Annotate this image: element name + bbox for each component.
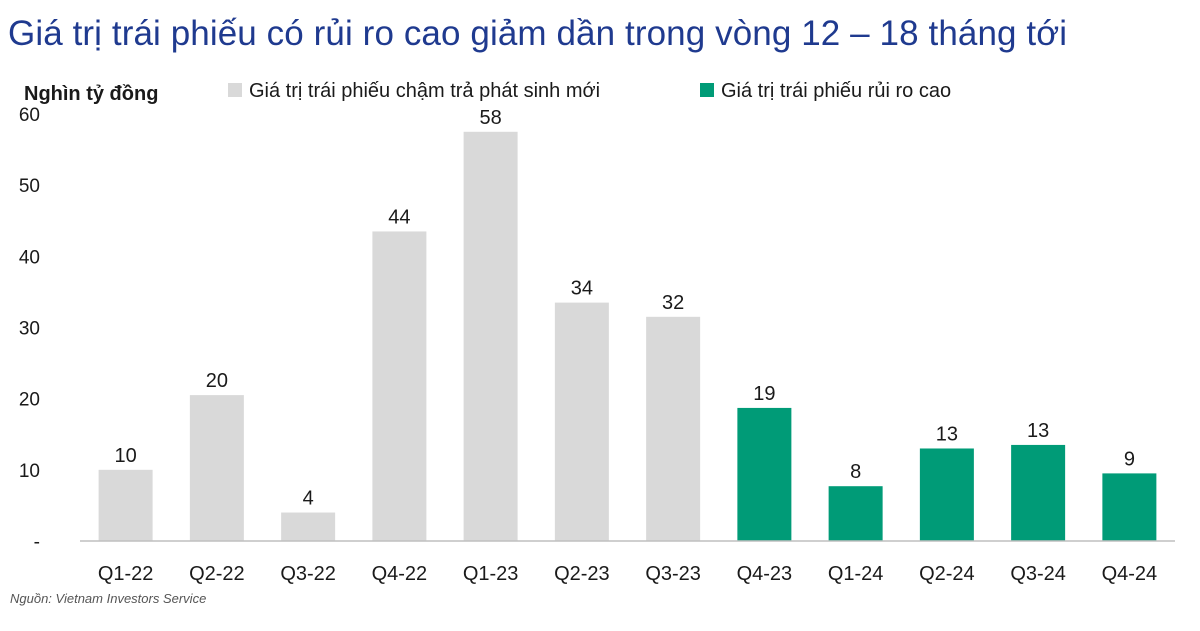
- chart-legend: Nghìn tỷ đồng Giá trị trái phiếu chậm trả…: [24, 80, 951, 105]
- bar: [1102, 473, 1157, 541]
- bar: [554, 302, 609, 541]
- legend-swatch: [228, 83, 242, 97]
- legend-label: Giá trị trái phiếu rủi ro cao: [721, 80, 951, 102]
- source-note: Nguồn: Vietnam Investors Service: [10, 591, 207, 606]
- y-tick-label: 60: [19, 105, 40, 126]
- y-tick-label: 30: [19, 319, 40, 340]
- x-tick-label: Q1-23: [463, 563, 519, 585]
- y-tick-label: 20: [19, 390, 40, 411]
- x-tick-label: Q4-23: [737, 563, 793, 585]
- bar: [281, 512, 336, 541]
- x-tick-label: Q4-22: [372, 563, 428, 585]
- x-tick-label: Q2-24: [919, 563, 975, 585]
- x-axis: Q1-22 Q2-22 Q3-22 Q4-22 Q1-23 Q2-23 Q3-23 Q4-23…: [98, 563, 1157, 585]
- x-tick-label: Q4-24: [1102, 563, 1158, 585]
- data-label: 13: [936, 423, 958, 445]
- legend-swatch: [700, 83, 714, 97]
- y-tick-label: -: [34, 532, 40, 553]
- bar: [737, 407, 792, 541]
- bar: [189, 395, 244, 541]
- y-axis-unit-label: Nghìn tỷ đồng: [24, 83, 158, 105]
- bar: [463, 131, 518, 541]
- x-tick-label: Q1-24: [828, 563, 884, 585]
- data-label: 4: [303, 488, 314, 510]
- legend-label: Giá trị trái phiếu chậm trả phát sinh mớ…: [249, 80, 600, 102]
- bar: [919, 448, 974, 541]
- x-tick-label: Q3-23: [645, 563, 701, 585]
- chart-title: Giá trị trái phiếu có rủi ro cao giảm dầ…: [8, 14, 1068, 53]
- x-tick-label: Q1-22: [98, 563, 154, 585]
- bar: [372, 231, 427, 542]
- bar: [1011, 444, 1066, 541]
- data-label: 9: [1124, 448, 1135, 470]
- y-axis: - 10 20 30 40 50 60: [19, 105, 40, 553]
- bar: [828, 486, 883, 541]
- bar: [646, 316, 701, 541]
- data-label: 19: [753, 383, 775, 405]
- y-tick-label: 50: [19, 176, 40, 197]
- data-label: 34: [571, 278, 593, 300]
- x-tick-label: Q3-24: [1010, 563, 1066, 585]
- data-label: 44: [388, 206, 410, 228]
- x-tick-label: Q2-22: [189, 563, 245, 585]
- data-label: 20: [206, 370, 228, 392]
- data-label: 58: [480, 107, 502, 129]
- y-tick-label: 40: [19, 247, 40, 268]
- bar: [98, 469, 153, 541]
- data-label: 10: [115, 445, 137, 467]
- data-label: 13: [1027, 420, 1049, 442]
- data-label: 8: [850, 461, 861, 483]
- x-tick-label: Q2-23: [554, 563, 610, 585]
- y-tick-label: 10: [19, 461, 40, 482]
- data-label: 32: [662, 292, 684, 314]
- x-tick-label: Q3-22: [280, 563, 336, 585]
